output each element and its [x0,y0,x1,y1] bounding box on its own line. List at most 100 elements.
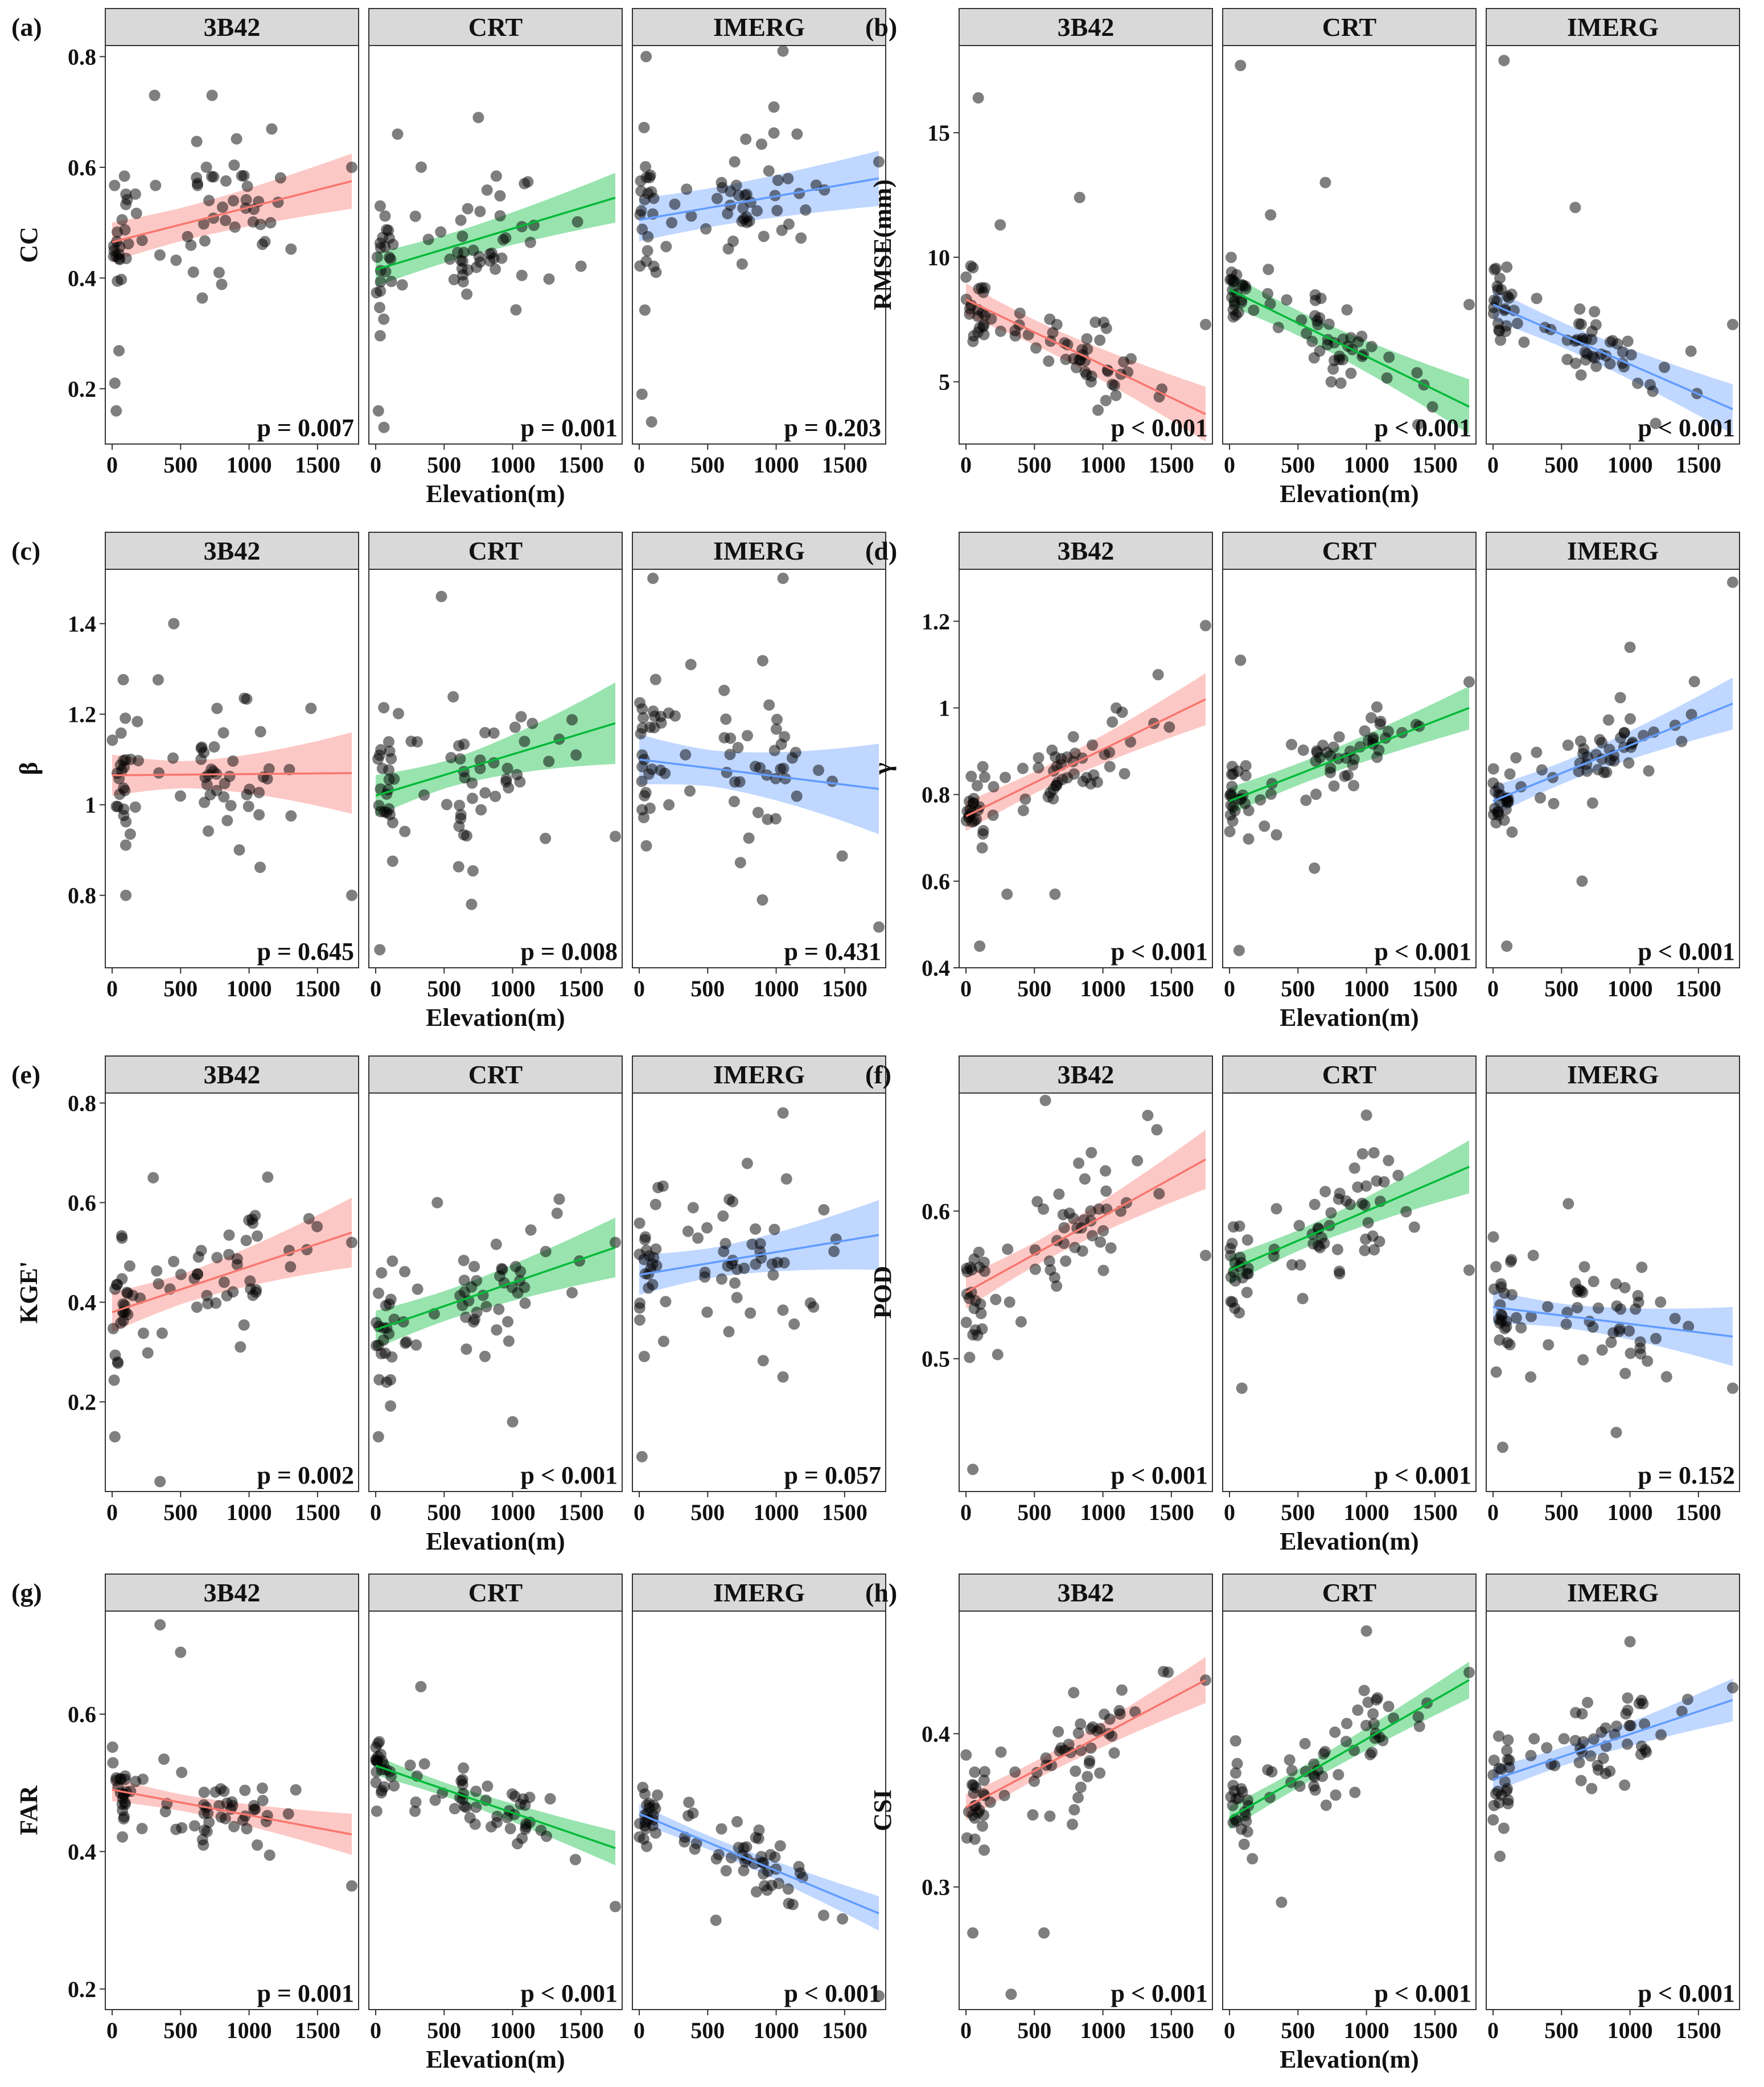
data-point [972,92,984,104]
data-point [1572,1286,1584,1298]
data-point [458,1275,470,1286]
data-point [182,231,194,243]
data-point [1314,345,1326,357]
plot-area [634,1107,879,1462]
data-point [399,1266,411,1277]
data-point [448,274,460,286]
data-point [130,207,142,219]
data-point [635,205,647,217]
data-point [136,235,148,247]
data-point [1087,1230,1098,1242]
data-point [515,711,527,722]
p-value: p < 0.001 [1374,938,1471,966]
data-point [818,1909,829,1921]
data-point [1549,1760,1561,1772]
y-tick-label: 0.6 [68,1190,96,1216]
x-tick-label: 500 [163,452,198,478]
data-point [409,210,421,222]
data-point [1492,1730,1504,1742]
x-tick-label: 1500 [822,452,867,478]
data-point [1076,344,1088,356]
p-value: p = 0.001 [257,1979,354,2007]
facet-title: CRT [468,536,523,565]
data-point [522,176,534,188]
plot-area [370,1681,621,1912]
data-point [746,1238,758,1250]
data-point [972,1807,984,1818]
data-point [1510,752,1522,764]
data-point [978,1256,990,1268]
data-point [1015,1316,1027,1328]
facet-IMERG: IMERG p = 0.057 0 500 1000 1500 [632,1055,886,1525]
data-point [238,1319,250,1331]
data-point [1227,815,1239,827]
data-point [470,1801,482,1813]
data-point [738,1262,750,1274]
data-point [804,1297,816,1309]
data-point [1226,780,1238,792]
data-point [1366,1747,1378,1759]
p-value: p = 0.431 [784,938,881,966]
data-point [1329,1726,1341,1738]
data-point [1499,1322,1511,1334]
data-point [512,1838,524,1850]
data-point [1490,1261,1502,1273]
data-point [515,1798,527,1810]
data-point [1331,1243,1343,1255]
data-point [1230,1735,1241,1747]
data-point [777,1107,789,1119]
data-point [1119,768,1130,780]
plot-area [634,1781,885,2002]
y-tick-label: 0.4 [68,1839,96,1864]
data-point [1094,1767,1106,1779]
data-point [1580,334,1592,346]
data-point [975,1308,987,1320]
data-point [1619,1779,1631,1791]
facet-strip [105,8,359,46]
data-point [1070,1765,1082,1777]
data-point [1107,379,1119,391]
data-point [112,1357,124,1369]
plot-area [634,46,885,428]
data-point [1231,269,1243,281]
regression-line [112,772,352,777]
data-point [971,780,983,792]
data-point [640,171,652,183]
data-point [490,1238,502,1250]
confidence-band [376,172,615,287]
data-point [1087,739,1099,751]
data-point [635,185,647,197]
x-tick-label: 1000 [1607,452,1653,478]
data-point [1623,757,1635,769]
data-point [1560,1318,1572,1330]
data-point [717,1210,729,1222]
data-point [1575,369,1587,381]
data-point [247,216,259,228]
x-tick-label: 0 [634,1499,645,1525]
x-tick-label: 500 [690,976,725,1001]
p-value: p < 0.001 [1638,414,1735,442]
data-point [728,795,740,807]
data-point [467,865,479,877]
data-point [154,1476,166,1488]
x-tick-label: 1500 [295,2018,340,2043]
data-point [1077,775,1089,787]
y-axis-label: KGE' [15,1261,43,1324]
data-point [1075,1718,1087,1730]
x-tick-label: 0 [106,452,118,478]
data-point [1588,1733,1599,1745]
data-point [1241,1826,1253,1838]
data-point [716,176,727,188]
data-point [122,1309,134,1321]
plot-frame [1486,1092,1740,1492]
data-point [457,1774,468,1785]
data-point [116,273,128,285]
plot-area [1224,60,1475,434]
x-tick-label: 0 [370,452,381,478]
data-point [1325,376,1337,388]
data-point [1241,1234,1253,1246]
x-tick-label: 1000 [490,976,536,1001]
data-point [758,231,770,243]
data-point [647,572,659,584]
data-point [1611,1720,1622,1732]
